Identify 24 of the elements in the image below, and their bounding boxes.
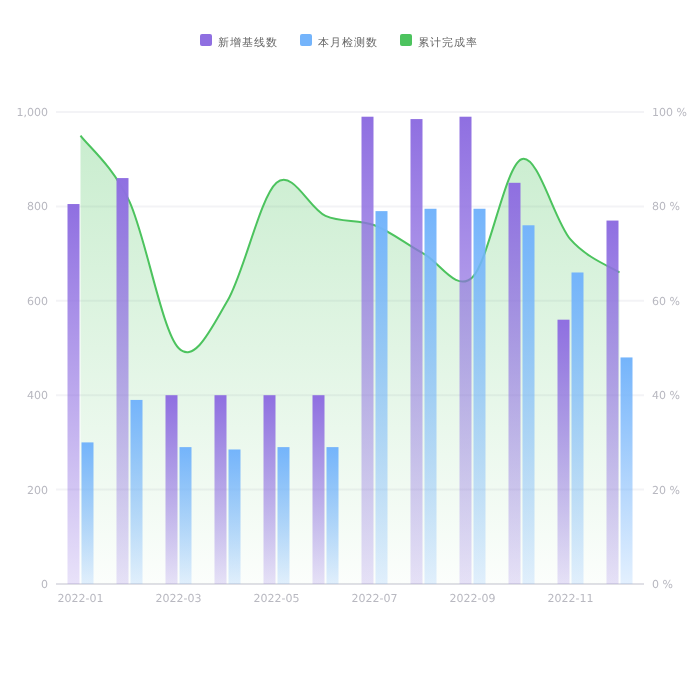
bar [522, 225, 535, 584]
bar [277, 447, 290, 584]
bar [326, 447, 339, 584]
bar [312, 395, 325, 584]
bar [214, 395, 227, 584]
bar [67, 204, 80, 584]
bar [375, 211, 388, 584]
bar [116, 178, 129, 584]
bar [179, 447, 192, 584]
bar [557, 319, 570, 584]
bar [81, 442, 94, 584]
bar [620, 357, 633, 584]
bar [424, 208, 437, 584]
bar [606, 220, 619, 584]
bar [459, 116, 472, 584]
bar [165, 395, 178, 584]
bar [263, 395, 276, 584]
bar [473, 208, 486, 584]
bar [410, 119, 423, 584]
bar [508, 182, 521, 584]
bar [130, 399, 143, 584]
bar [571, 272, 584, 584]
bar [361, 116, 374, 584]
bar [228, 449, 241, 584]
